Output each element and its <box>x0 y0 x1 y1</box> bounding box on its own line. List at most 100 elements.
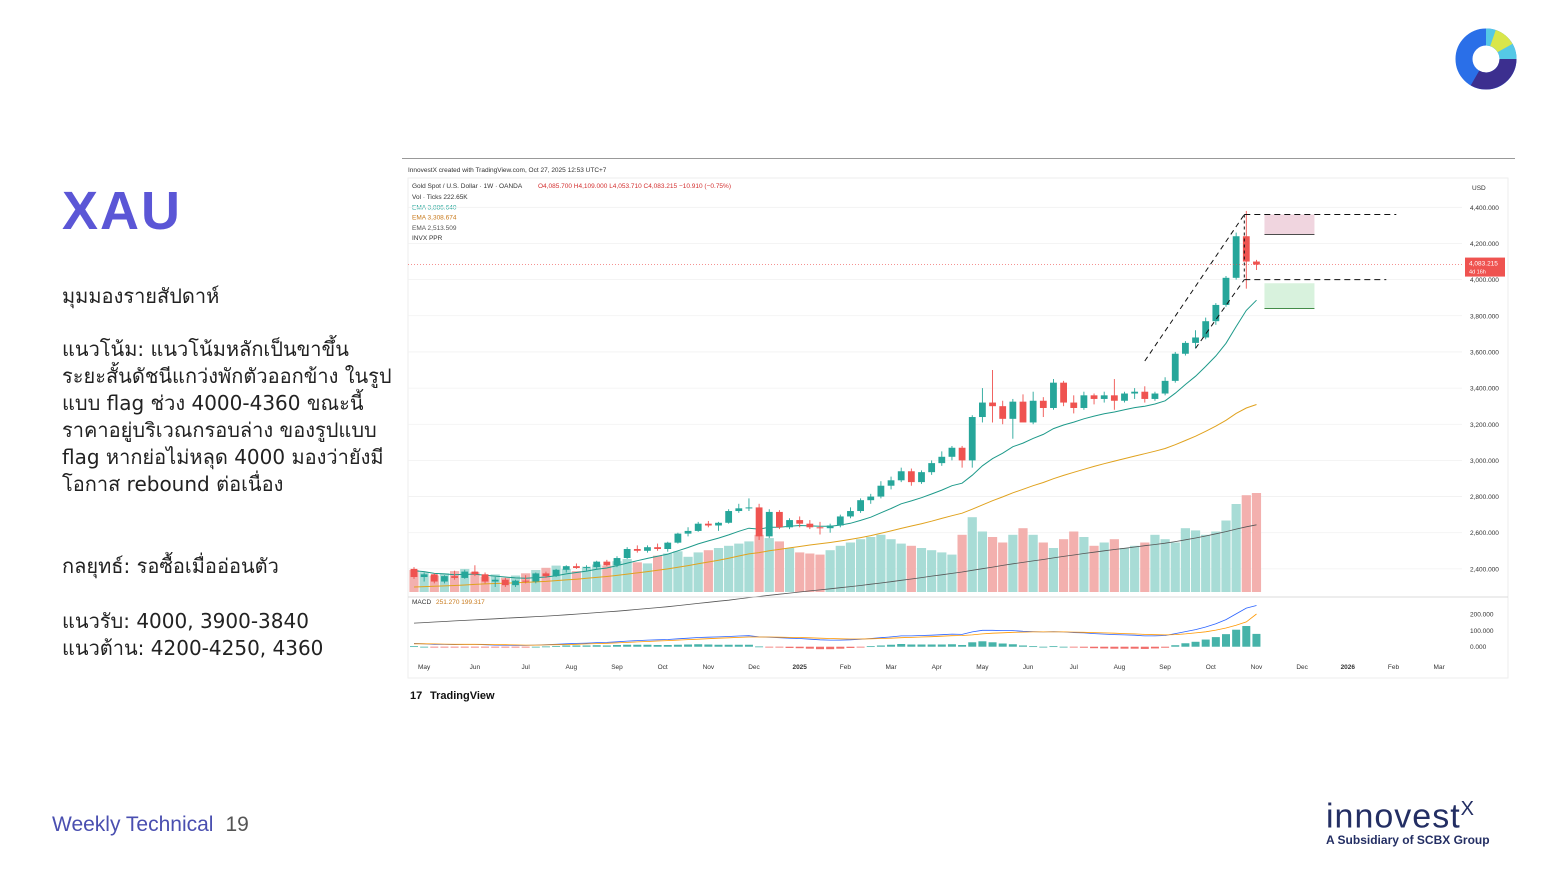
x-tick-label: Jul <box>521 664 530 671</box>
levels-block: แนวรับ: 4000, 3900-3840 แนวต้าน: 4200-42… <box>62 608 323 662</box>
brand-sup: X <box>1460 798 1475 820</box>
macd-histogram-bar <box>816 646 824 650</box>
innovest-ring-logo-icon <box>1455 28 1517 90</box>
macd-histogram-bar <box>470 646 479 648</box>
volume-bar <box>876 534 886 592</box>
candle-body <box>948 447 956 457</box>
volume-bar <box>419 572 429 592</box>
candle-body <box>471 571 479 575</box>
candle-body <box>836 516 844 526</box>
macd-histogram-bar <box>897 644 906 647</box>
macd-histogram-bar <box>744 644 753 647</box>
candle-body <box>1121 393 1128 401</box>
x-tick-label: Feb <box>840 664 852 671</box>
volume-bar <box>754 534 764 592</box>
volume-bar <box>856 539 866 592</box>
volume-bar <box>977 531 987 592</box>
volume-bar <box>592 564 602 592</box>
indicator-label: EMA 3,886.640 <box>412 204 457 211</box>
macd-histogram-bar <box>704 644 713 647</box>
last-price-badge <box>1465 257 1505 277</box>
volume-bar <box>653 555 663 592</box>
candle-body <box>816 527 824 529</box>
candle-body <box>928 463 936 473</box>
macd-histogram-bar <box>1181 643 1190 647</box>
indicator-label: EMA 2,513.509 <box>412 225 457 232</box>
support-text: แนวรับ: 4000, 3900-3840 <box>62 609 309 633</box>
flagpole-upper-line <box>1144 214 1245 362</box>
volume-bar <box>1231 504 1241 592</box>
macd-histogram-bar <box>805 646 814 649</box>
macd-histogram-bar <box>663 644 672 647</box>
candle-body <box>1222 277 1230 305</box>
macd-histogram-bar <box>572 645 581 647</box>
x-tick-label: Sep <box>611 664 623 671</box>
candle-body <box>633 548 641 551</box>
volume-bar <box>1079 537 1089 592</box>
resistance-text: แนวต้าน: 4200-4250, 4360 <box>62 636 324 660</box>
volume-bar <box>866 537 876 592</box>
macd-histogram-bar <box>866 646 875 648</box>
volume-bar <box>581 566 592 592</box>
candle-body <box>501 579 509 586</box>
y-tick-label: 3,800.000 <box>1470 313 1499 320</box>
macd-histogram-bar <box>1100 646 1109 649</box>
flag-lower-zone <box>1264 283 1315 309</box>
last-price-label: 4,083.215 <box>1469 261 1498 268</box>
macd-histogram-bar <box>1059 646 1068 648</box>
y-tick-label: 4,400.000 <box>1470 205 1499 212</box>
macd-histogram-bar <box>531 646 540 648</box>
candle-body <box>491 579 499 582</box>
candle-body <box>958 447 966 461</box>
volume-bar <box>1099 542 1109 592</box>
candle-body <box>776 511 783 528</box>
volume-bar <box>815 554 825 592</box>
volume-bar <box>967 517 977 592</box>
x-tick-label: May <box>976 664 989 671</box>
volume-bar <box>1038 542 1048 592</box>
macd-histogram-bar <box>602 645 611 647</box>
indicator-label: Vol · Ticks 222.65K <box>412 194 468 201</box>
macd-histogram-bar <box>1161 646 1170 648</box>
candle-body <box>644 547 651 551</box>
candle-body <box>755 507 763 537</box>
candle-body <box>522 580 530 582</box>
candle-body <box>745 507 753 509</box>
volume-bar <box>998 542 1008 592</box>
chart-ohlc: O4,085.700 H4,109.000 L4,053.710 C4,083.… <box>538 183 731 190</box>
chart-symbol: Gold Spot / U.S. Dollar · 1W · OANDA <box>412 183 523 190</box>
candle-body <box>532 573 540 582</box>
candle-body <box>1009 401 1017 419</box>
candle-body <box>968 417 976 461</box>
x-tick-label: Aug <box>566 664 578 671</box>
x-tick-label: Aug <box>1114 664 1126 671</box>
candle-body <box>867 496 875 501</box>
candle-body <box>461 571 469 578</box>
candle-body <box>1161 380 1169 394</box>
candle-body <box>410 568 418 578</box>
macd-y-tick-label: 0.000 <box>1470 644 1487 651</box>
volume-bar <box>1119 548 1130 592</box>
volume-bar <box>916 548 927 592</box>
volume-bar <box>602 565 612 592</box>
macd-histogram-bar <box>927 644 936 647</box>
macd-histogram-bar <box>795 646 804 649</box>
candle-body <box>1039 400 1047 408</box>
macd-histogram-bar <box>460 646 469 648</box>
volume-bar <box>1201 534 1211 592</box>
volume-bar <box>1150 534 1160 592</box>
candle-body <box>1192 337 1199 343</box>
volume-bar <box>460 568 470 592</box>
volume-bar <box>937 552 947 592</box>
macd-histogram-bar <box>541 646 550 648</box>
candle-body <box>613 558 621 566</box>
macd-histogram-bar <box>1090 646 1099 649</box>
macd-y-tick-label: 100.000 <box>1470 628 1494 635</box>
macd-histogram-bar <box>1140 646 1149 649</box>
macd-histogram-bar <box>684 644 693 647</box>
brand-name: innovest <box>1326 797 1461 836</box>
candle-body <box>674 533 682 543</box>
candle-body <box>441 576 448 582</box>
macd-histogram-bar <box>1120 646 1129 649</box>
volume-bar <box>1059 539 1069 592</box>
